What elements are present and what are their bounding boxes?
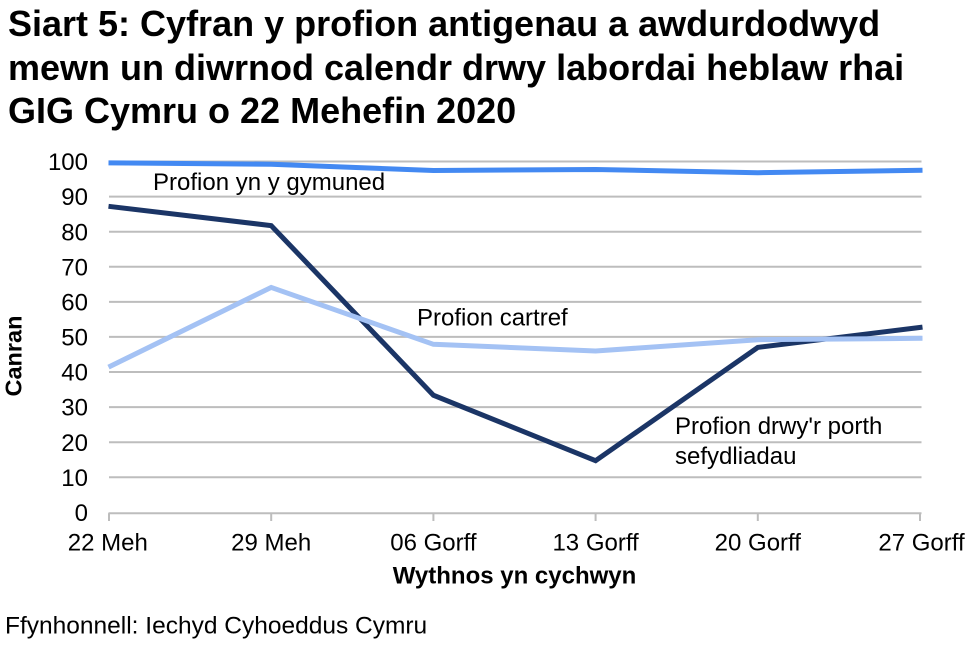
svg-text:50: 50 (61, 325, 88, 352)
svg-text:60: 60 (61, 290, 88, 317)
svg-text:20: 20 (61, 430, 88, 457)
svg-text:06 Gorff: 06 Gorff (390, 530, 477, 557)
svg-text:Profion yn y gymuned: Profion yn y gymuned (153, 169, 385, 196)
svg-text:27 Gorff: 27 Gorff (878, 530, 965, 557)
svg-text:90: 90 (61, 184, 88, 211)
svg-text:sefydliadau: sefydliadau (675, 443, 796, 470)
svg-text:13 Gorff: 13 Gorff (552, 530, 639, 557)
svg-text:Canran: Canran (1, 316, 27, 397)
svg-text:29 Meh: 29 Meh (231, 530, 311, 557)
svg-text:40: 40 (61, 360, 88, 387)
svg-text:100: 100 (48, 149, 88, 176)
svg-text:Profion cartref: Profion cartref (417, 304, 568, 331)
svg-text:0: 0 (75, 500, 88, 527)
svg-text:22 Meh: 22 Meh (68, 530, 148, 557)
svg-text:70: 70 (61, 254, 88, 281)
svg-text:10: 10 (61, 465, 88, 492)
svg-text:Ffynhonnell: Iechyd Cyhoeddus: Ffynhonnell: Iechyd Cyhoeddus Cymru (5, 613, 427, 640)
svg-text:30: 30 (61, 395, 88, 422)
svg-text:Wythnos yn cychwyn: Wythnos yn cychwyn (393, 563, 637, 590)
svg-text:Profion drwy'r porth: Profion drwy'r porth (675, 413, 882, 440)
svg-text:20 Gorff: 20 Gorff (715, 530, 802, 557)
svg-text:80: 80 (61, 219, 88, 246)
